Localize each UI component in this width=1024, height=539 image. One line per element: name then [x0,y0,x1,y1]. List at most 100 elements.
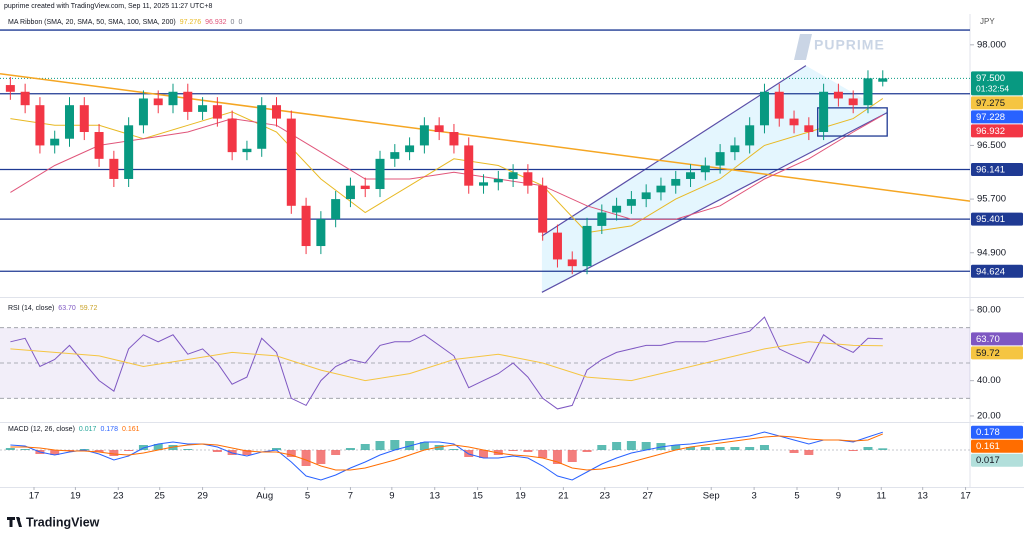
candle-body [730,145,740,153]
candle-body [612,205,622,213]
signal-label-box [971,439,1023,453]
macd-histogram-bar [345,448,355,450]
signal-label: 0.161 [976,441,1000,452]
rsi-label-box [971,332,1023,346]
candle-body [804,125,814,133]
level-label: 96.141 [976,165,1005,176]
footer-logo: TradingView [7,515,100,529]
macd-histogram-bar [316,450,326,464]
price-label: 97.228 [976,112,1005,123]
candle-body [390,152,400,159]
macd-histogram-bar [301,450,311,466]
level-label-box [971,163,1023,177]
macd-histogram-bar [360,444,370,450]
macd-histogram-bar [94,450,104,452]
macd-label: 0.178 [976,427,1000,438]
x-tick-label: 7 [348,491,353,502]
legend-text: 96.932 [205,19,227,26]
candle-body [286,118,296,206]
x-tick-label: 5 [305,491,310,502]
watermark: PUPRIME [794,34,884,60]
ma-line [10,98,884,234]
level-label: 94.624 [976,266,1005,277]
price-pane [0,29,970,293]
macd-histogram-bar [50,450,60,455]
x-tick-label: 9 [389,491,394,502]
candle-body [212,105,222,119]
candle-body [198,105,208,112]
candle-body [345,185,355,200]
macd-histogram-bar [375,441,385,450]
legend-text: 59.72 [80,305,98,312]
currency: JPY [980,17,995,26]
candle-body [538,185,548,233]
y-tick-label: 94.900 [977,247,1006,258]
candle-body [493,178,503,183]
price-label: 97.275 [976,98,1005,109]
rsi-line [10,316,883,410]
macd-histogram-bar [804,450,814,455]
y-tick-label: 20.00 [977,410,1001,421]
candle-body [242,148,252,153]
ma-line [10,114,884,220]
macd-histogram-bar [20,449,30,450]
legend-text: 0.178 [100,426,118,433]
macd-histogram-bar [597,445,607,450]
candle-body [20,91,30,106]
candle-body [79,105,89,133]
x-tick-label: 27 [642,491,653,502]
candle-body [552,232,562,260]
credit: puprime created with TradingView.com, Se… [4,3,212,10]
rsi-ma-line [10,341,883,382]
x-tick-label: 19 [70,491,81,502]
macd-line [10,431,883,481]
candle-body [671,178,681,186]
y-tick-label: 40.00 [977,375,1001,386]
logo-dot [16,517,21,521]
macd-histogram-bar [5,448,15,450]
x-tick-label: 25 [154,491,165,502]
macd-histogram-bar [331,450,341,455]
macd-histogram-bar [686,447,696,450]
macd-histogram-bar [272,448,282,450]
legend-text: 0 [231,19,235,26]
candle-body [124,125,134,179]
x-tick-label: 23 [599,491,610,502]
candle-body [360,185,370,190]
legend-text: MACD (12, 26, close) [8,426,75,433]
x-tick-label: 3 [751,491,756,502]
macd-label-box [971,425,1023,439]
macd-histogram-bar [759,445,769,450]
candle-body [745,125,755,146]
candle-body [641,192,651,200]
candle-body [109,158,119,179]
x-tick-label: 13 [917,491,928,502]
signal-line [10,433,883,471]
candle-body [301,205,311,247]
candle-body [405,145,415,153]
legend-text: 0 [238,19,242,26]
macd-histogram-bar [449,449,459,450]
candle-body [35,105,45,146]
candle-body [153,98,163,106]
price-label-box [971,110,1023,124]
macd-histogram-bar [656,443,666,450]
x-tick-label: 9 [836,491,841,502]
macd-histogram-bar [183,449,193,450]
macd-histogram-bar [523,450,533,452]
candle-body [700,165,710,173]
candle-body [449,132,459,146]
legend-text: 0.161 [122,426,140,433]
x-tick-label: 5 [794,491,799,502]
x-tick-label: Sep [703,491,720,502]
candle-body [227,118,237,153]
channel-fill [541,65,888,293]
rsi-label: 63.70 [976,334,1000,345]
candle-body [94,132,104,159]
legend-text: 0.017 [79,426,97,433]
x-tick-label: 21 [558,491,569,502]
histogram-label-box [971,453,1023,467]
macd-histogram-bar [286,450,296,457]
x-tick-label: 13 [429,491,440,502]
candle-body [878,78,888,82]
